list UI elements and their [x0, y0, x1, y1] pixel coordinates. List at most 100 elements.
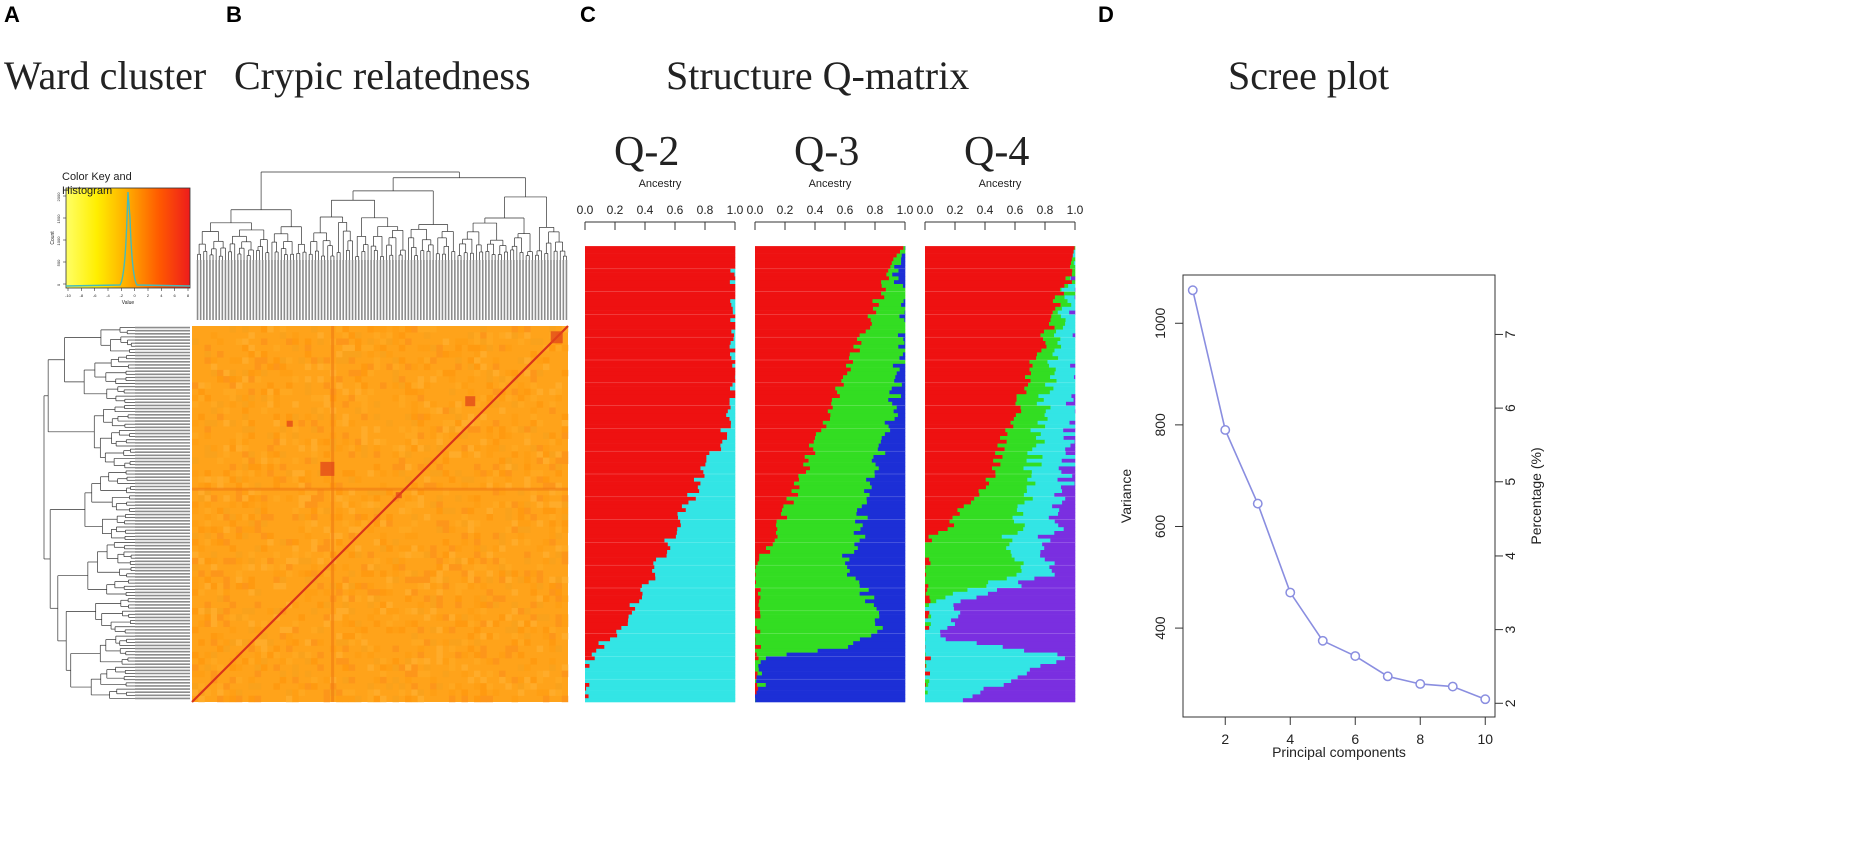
heatmap-cell [380, 488, 387, 496]
heatmap-cell [361, 407, 368, 414]
heatmap-cell [348, 394, 356, 402]
q-ancestry-segment [931, 538, 1013, 543]
heatmap-cell [192, 576, 199, 584]
q-ancestry-segment [925, 527, 948, 532]
q-ancestry-segment [664, 538, 736, 543]
q-ancestry-segment [628, 618, 736, 623]
heatmap-cell [405, 576, 412, 584]
heatmap-cell [248, 426, 255, 433]
q-ancestry-segment [585, 500, 689, 505]
heatmap-cell [524, 332, 531, 339]
q-ancestry-segment [585, 550, 668, 555]
heatmap-cell [474, 363, 481, 371]
heatmap-cell [298, 526, 305, 533]
q-ancestry-segment [859, 580, 906, 585]
heatmap-cell [530, 394, 537, 402]
heatmap-cell [392, 463, 399, 471]
heatmap-cell [555, 463, 562, 471]
heatmap-cell [311, 501, 318, 508]
heatmap-cell [505, 482, 512, 490]
q-ancestry-segment [925, 591, 927, 596]
heatmap-cell [323, 589, 331, 596]
q-ancestry-segment [1034, 576, 1076, 581]
heatmap-cell [536, 520, 544, 527]
q-ancestry-segment [1048, 363, 1071, 368]
heatmap-cell [542, 445, 550, 452]
q-ancestry-segment [755, 474, 799, 479]
heatmap-cell [536, 420, 544, 427]
q-ancestry-segment [899, 367, 906, 372]
heatmap-cell [405, 501, 412, 508]
q-ancestry-segment [755, 645, 762, 650]
heatmap-cell [367, 589, 374, 596]
heatmap-cell [292, 426, 299, 433]
q-ancestry-segment [904, 310, 906, 315]
heatmap-cell [417, 645, 425, 653]
heatmap-cell [430, 376, 437, 383]
heatmap-cell [367, 551, 374, 559]
heatmap-cell [455, 451, 462, 458]
heatmap-cell [411, 551, 418, 559]
heatmap-cell [486, 432, 493, 439]
heatmap-cell [279, 363, 287, 371]
q-axis-tick-label: 0.0 [747, 203, 764, 217]
heatmap-cell [298, 420, 305, 427]
q-ancestry-segment [1023, 561, 1055, 566]
heatmap-cell [229, 420, 237, 427]
heatmap-cell [248, 526, 255, 533]
heatmap-cell [292, 476, 299, 483]
q-ancestry-segment [1057, 310, 1070, 315]
q-ancestry-segment [798, 474, 876, 479]
heatmap-cell [524, 570, 531, 577]
heatmap-cell [204, 495, 211, 502]
q-ancestry-segment [1042, 455, 1076, 460]
heatmap-cell [436, 482, 443, 490]
q-ancestry-segment [896, 371, 906, 376]
q-ancestry-segment [585, 360, 736, 365]
heatmap-cell [192, 532, 199, 540]
heatmap-cell [405, 670, 412, 678]
q-ancestry-segment [888, 424, 906, 429]
q-ancestry-segment [755, 439, 815, 444]
q-ancestry-segment [953, 607, 1076, 612]
heatmap-cell [254, 683, 262, 690]
q-ancestry-segment [885, 287, 906, 292]
heatmap-cell [430, 570, 437, 577]
heatmap-cell [536, 401, 544, 408]
heatmap-cell [354, 344, 362, 352]
heatmap-cell [442, 639, 450, 646]
heatmap-cell [292, 695, 299, 703]
q-ancestry-segment [929, 610, 961, 615]
q-ancestry-segment [585, 652, 593, 657]
heatmap-cell [311, 357, 318, 364]
q-ancestry-segment [675, 534, 736, 539]
heatmap-cell [210, 564, 218, 571]
scree-point [1285, 587, 1296, 598]
heatmap-cell [474, 344, 481, 352]
q-axis-tick-label: 0.4 [637, 203, 654, 217]
heatmap-cell [392, 608, 399, 615]
heatmap-cell [561, 633, 569, 640]
q-ancestry-segment [1045, 424, 1076, 429]
heatmap-cell [229, 463, 237, 471]
heatmap-cell [361, 514, 368, 521]
q-ancestry-segment [755, 455, 805, 460]
heatmap-cell [436, 589, 443, 596]
q-ancestry-segment [849, 569, 906, 574]
q-ancestry-segment [888, 276, 899, 281]
q-ancestry-segment [925, 455, 1003, 460]
heatmap-cell [273, 476, 280, 483]
heatmap-cell [542, 539, 550, 546]
heatmap-cell [342, 332, 349, 339]
heatmap-cell [254, 520, 262, 527]
q-ancestry-segment [1054, 519, 1076, 524]
q-ancestry-segment [925, 489, 979, 494]
q-ancestry-segment [925, 382, 1029, 387]
heatmap-cell [536, 369, 544, 377]
q-ancestry-segment [902, 352, 906, 357]
heatmap-cell [411, 382, 418, 389]
heatmap-cell [323, 695, 331, 703]
q-ancestry-segment [585, 477, 695, 482]
heatmap-cell [542, 482, 550, 490]
heatmap-cell [323, 526, 331, 533]
